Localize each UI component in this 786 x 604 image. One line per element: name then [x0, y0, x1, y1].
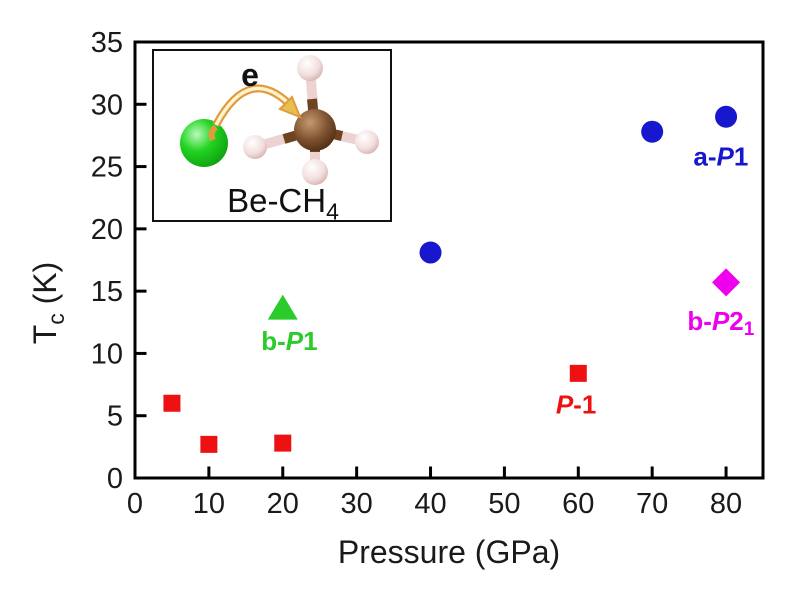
y-tick-label: 30	[91, 89, 123, 121]
y-tick-label: 0	[107, 463, 123, 495]
data-point-P-1-3	[569, 364, 587, 382]
x-tick-label: 10	[193, 488, 225, 520]
inset-molecule-panel: e Be-CH4	[152, 49, 392, 223]
data-point-P-1-1	[200, 435, 218, 453]
x-tick-label: 80	[710, 488, 742, 520]
data-point-b-P1-0	[267, 294, 298, 320]
electron-label: e	[241, 57, 259, 93]
electron-transfer-arrow	[208, 84, 302, 142]
x-tick-label: 40	[414, 488, 446, 520]
hydrogen-atom	[355, 130, 379, 154]
data-point-a-P1-1	[641, 120, 664, 143]
x-tick-label: 30	[341, 488, 373, 520]
carbon-atom	[294, 109, 336, 151]
y-tick-label: 25	[91, 152, 123, 184]
y-tick-label: 15	[91, 276, 123, 308]
hydrogen-atom	[302, 159, 328, 185]
x-tick-label: 70	[636, 488, 668, 520]
series-label-b-P21: b-P21	[687, 306, 754, 340]
be-atom	[180, 119, 228, 167]
molecule-label: Be-CH4	[165, 184, 401, 224]
data-point-P-1-2	[274, 434, 292, 452]
x-tick-label: 60	[562, 488, 594, 520]
series-label-a-P1: a-P1	[693, 142, 748, 172]
data-point-a-P1-2	[715, 105, 738, 128]
data-point-b-P21-0	[712, 268, 741, 297]
plot-frame	[133, 40, 765, 480]
series-label-P-1: P-1	[556, 390, 596, 420]
data-point-a-P1-0	[419, 241, 442, 264]
y-tick-label: 10	[91, 338, 123, 370]
x-tick-label: 20	[267, 488, 299, 520]
y-tick-label: 20	[91, 214, 123, 246]
x-axis-label: Pressure (GPa)	[338, 534, 560, 570]
molecule-label-text: Be-CH	[227, 182, 327, 219]
molecule-drawing	[180, 55, 379, 185]
hydrogen-atom	[243, 135, 267, 159]
x-tick-label: 50	[488, 488, 520, 520]
y-tick-label: 5	[107, 401, 123, 433]
x-tick-label: 0	[127, 488, 143, 520]
y-axis-label: Tc (K)	[27, 262, 69, 345]
data-point-P-1-0	[163, 394, 181, 412]
molecule-label-subscript: 4	[326, 198, 339, 225]
series-label-b-P1: b-P1	[261, 326, 317, 356]
y-tick-label: 35	[91, 27, 123, 59]
hydrogen-atom	[297, 55, 323, 81]
